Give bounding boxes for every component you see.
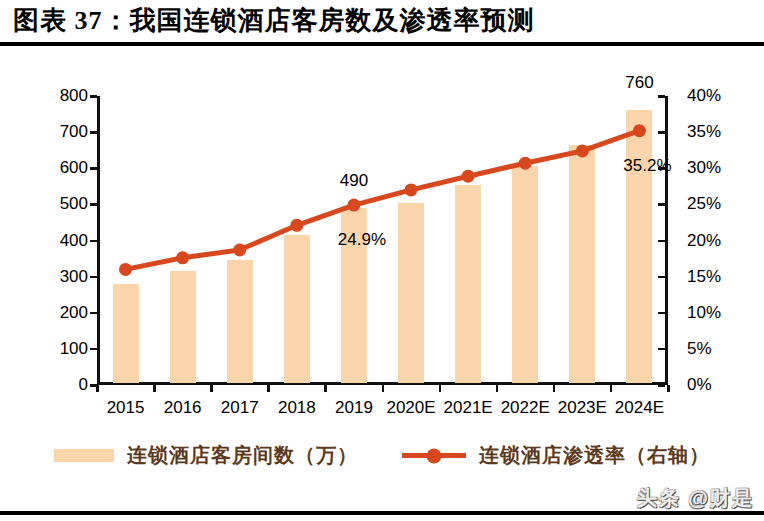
left-axis-tick	[90, 131, 97, 134]
legend-label-penetration: 连锁酒店渗透率（右轴）	[479, 442, 710, 469]
x-axis-tick	[153, 385, 156, 392]
right-axis-tick-label: 40%	[687, 86, 739, 106]
x-axis-label: 2015	[97, 398, 154, 418]
left-axis-tick	[90, 240, 97, 243]
data-label-line-2019: 24.9%	[320, 230, 404, 250]
x-axis-label: 2019	[325, 398, 382, 418]
x-axis-label: 2021E	[440, 398, 497, 418]
left-axis-tick-label: 400	[44, 231, 88, 251]
left-axis-tick-label: 700	[44, 122, 88, 142]
right-axis-tick-label: 35%	[687, 122, 739, 142]
x-axis-label: 2020E	[383, 398, 440, 418]
combo-chart: 图表 37：我国连锁酒店客房数及渗透率预测 连锁酒店客房间数（万） 连锁酒店渗透…	[0, 0, 764, 521]
right-axis-tick-label: 10%	[687, 303, 739, 323]
x-axis-tick	[267, 385, 270, 392]
line-point-2019	[347, 199, 360, 212]
right-axis-tick-label: 25%	[687, 194, 739, 214]
line-point-2021E	[462, 170, 475, 183]
line-point-2018	[290, 219, 303, 232]
left-axis-tick-label: 800	[44, 86, 88, 106]
x-axis-label: 2017	[211, 398, 268, 418]
left-axis-tick-label: 600	[44, 158, 88, 178]
left-axis-tick-label: 300	[44, 267, 88, 287]
line-point-2016	[176, 251, 189, 264]
x-axis-label: 2016	[154, 398, 211, 418]
left-axis-tick	[90, 276, 97, 279]
x-axis-tick	[496, 385, 499, 392]
bar-legend-swatch	[54, 449, 114, 462]
x-axis-tick	[439, 385, 442, 392]
left-axis-tick-label: 200	[44, 303, 88, 323]
x-axis-label: 2023E	[554, 398, 611, 418]
legend-item-penetration: 连锁酒店渗透率（右轴）	[402, 442, 710, 469]
legend: 连锁酒店客房间数（万） 连锁酒店渗透率（右轴）	[0, 442, 764, 469]
left-axis-tick	[90, 312, 97, 315]
x-axis-label: 2022E	[497, 398, 554, 418]
x-axis-tick	[553, 385, 556, 392]
line-point-2024E	[633, 124, 646, 137]
data-label-line-2024E: 35.2%	[605, 156, 689, 176]
x-axis-tick	[96, 385, 99, 392]
right-axis-tick-label: 15%	[687, 267, 739, 287]
left-axis-tick	[90, 95, 97, 98]
x-axis-label: 2018	[268, 398, 325, 418]
legend-item-rooms: 连锁酒店客房间数（万）	[54, 442, 358, 469]
watermark: 头条 @财是	[637, 485, 754, 512]
right-axis-tick-label: 30%	[687, 158, 739, 178]
legend-label-rooms: 连锁酒店客房间数（万）	[127, 442, 358, 469]
bottom-divider	[0, 511, 764, 515]
right-axis-tick-label: 5%	[687, 339, 739, 359]
x-axis-tick	[382, 385, 385, 392]
x-axis-tick	[610, 385, 613, 392]
line-legend-marker-icon	[427, 448, 442, 463]
left-axis-tick-label: 100	[44, 339, 88, 359]
line-point-2015	[119, 263, 132, 276]
right-axis-tick-label: 0%	[687, 375, 739, 395]
title-divider	[0, 42, 764, 46]
figure-title: 图表 37：我国连锁酒店客房数及渗透率预测	[13, 3, 535, 38]
line-point-2022E	[519, 157, 532, 170]
line-point-2020E	[405, 183, 418, 196]
left-axis-tick	[90, 167, 97, 170]
line-point-2017	[233, 243, 246, 256]
data-label-bar-2019: 490	[312, 171, 396, 191]
x-axis-tick	[210, 385, 213, 392]
x-axis-tick	[667, 385, 670, 392]
line-legend-swatch	[402, 453, 466, 458]
data-label-bar-2024E: 760	[597, 73, 681, 93]
left-axis-tick	[90, 203, 97, 206]
x-axis-tick	[324, 385, 327, 392]
right-axis-tick-label: 20%	[687, 231, 739, 251]
line-point-2023E	[576, 144, 589, 157]
left-axis-tick-label: 0	[44, 375, 88, 395]
x-axis-label: 2024E	[611, 398, 668, 418]
left-axis-tick	[90, 348, 97, 351]
left-axis-tick-label: 500	[44, 194, 88, 214]
